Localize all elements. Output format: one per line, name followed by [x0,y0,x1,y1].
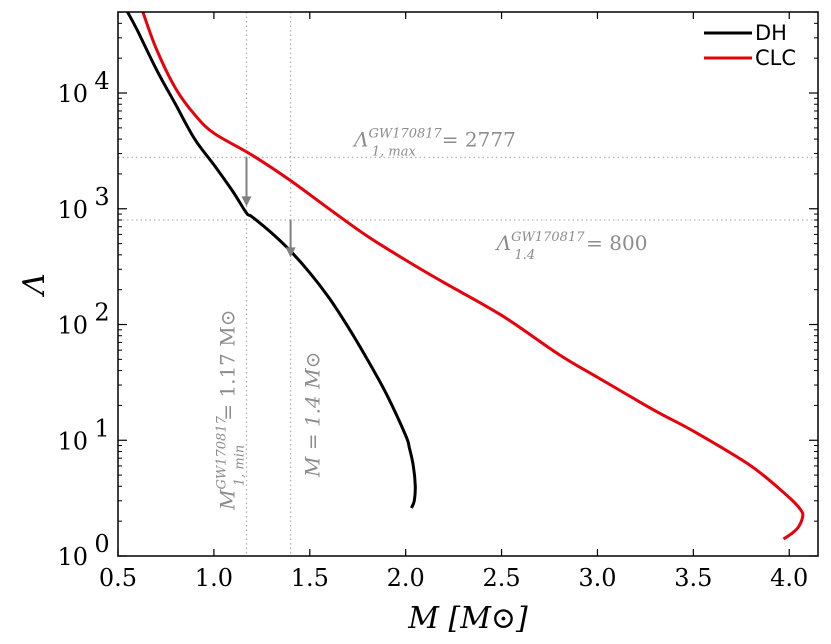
label-lambda-14-base: Λ [495,231,511,255]
x-axis-label: M [M⊙] [407,601,528,636]
y-tick-label-3: 10 [57,196,88,224]
label-m14-group: M = 1.4 M⊙ [301,352,325,478]
label-lambda-max-value: = 2777 [442,127,516,151]
y-tick-label-1: 10 [57,427,88,455]
x-tick-label-5: 3.0 [578,564,616,592]
y-tick-exp-3: 3 [94,183,109,211]
label-lambda-14-value: = 800 [586,231,647,255]
x-tick-label-2: 1.5 [291,564,329,592]
x-tick-label-3: 2.0 [387,564,425,592]
label-lambda-14-sub: 1.4 [514,248,535,263]
y-tick-label-4: 10 [57,80,88,108]
y-tick-exp-2: 2 [94,299,109,327]
label-mmin: MGW170817 1, min = 1.17 M⊙ [214,309,247,511]
label-lambda-14: ΛGW170817 1.4 = 800 [495,230,648,263]
label-lambda-14-sup: GW170817 [511,230,585,245]
label-mmin-sup: GW170817 [214,415,229,489]
label-m14: M = 1.4 M⊙ [301,352,325,478]
series-dh-line [126,12,417,509]
y-tick-label-0: 10 [57,543,88,571]
x-tick-label-1: 1.0 [195,564,233,592]
reference-lines [118,12,818,556]
y-tick-label-2: 10 [57,312,88,340]
label-mmin-base: M [215,489,239,511]
label-lambda-max-sup: GW170817 [368,126,442,141]
label-lambda-max-sub: 1, max [372,144,417,159]
y-tick-exp-1: 1 [94,414,109,442]
arrow-head-1 [285,247,296,258]
label-mmin-value: = 1.17 M⊙ [215,309,239,420]
x-tick-label-6: 3.5 [674,564,712,592]
label-mmin-sub: 1, min [232,445,247,486]
label-lambda-max: ΛGW170817 1, max = 2777 [352,126,516,159]
x-tick-label-4: 2.5 [482,564,520,592]
legend-label-clc: CLC [755,46,796,70]
legend-label-dh: DH [755,21,787,45]
plot-frame [117,11,819,557]
label-mmin-group: MGW170817 1, min = 1.17 M⊙ [214,309,247,511]
y-tick-exp-0: 0 [94,530,109,558]
curves [126,12,805,541]
arrows [241,157,296,258]
x-tick-label-7: 4.0 [770,564,808,592]
y-tick-exp-4: 4 [94,67,109,95]
x-tick-label-0: 0.5 [99,564,137,592]
series-clc-line [141,12,805,541]
arrow-head-0 [241,196,252,207]
y-axis-label: Λ [17,273,52,298]
label-lambda-max-base: Λ [352,127,368,151]
